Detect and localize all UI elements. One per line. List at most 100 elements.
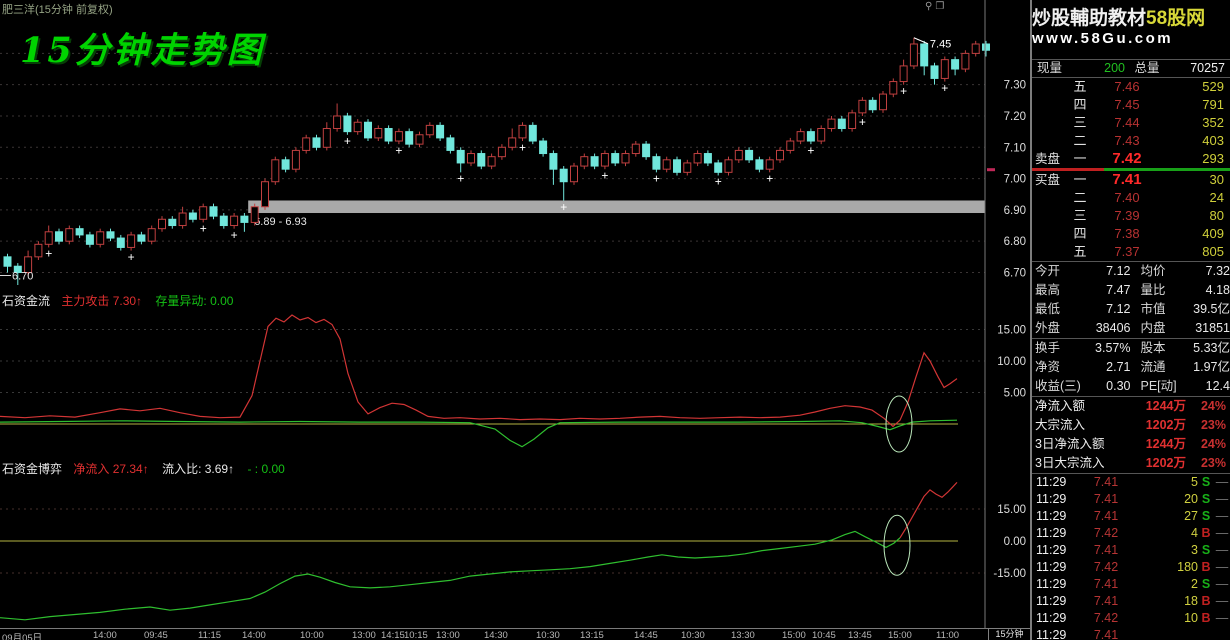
total-volume: 70257 (1190, 61, 1225, 75)
level-label: 一 (1073, 151, 1087, 166)
time-axis-label: 15:00 (888, 630, 912, 640)
signal-cross-marker: + (807, 143, 814, 157)
flow-row: 大宗流入 1202万 23% (1032, 416, 1230, 435)
tick-side: S (1201, 475, 1211, 489)
tick-dash-icon: — (1215, 475, 1229, 489)
time-axis-label: 13:00 (352, 630, 376, 640)
panel3-red-label: 净流入 27.34↑ (73, 462, 149, 476)
low-price-label: 6.70 (12, 270, 33, 282)
time-axis-label: 14:00 (242, 630, 266, 640)
tick-row[interactable]: 11:29 7.42 4 B — (1032, 525, 1230, 542)
tick-side: S (1201, 577, 1211, 591)
time-axis-label: 11:00 (936, 630, 960, 640)
ask-row[interactable]: 二 7.43 403 (1032, 132, 1230, 150)
time-axis-label: 11:15 (198, 630, 222, 640)
stat-label: 最低 (1035, 302, 1061, 316)
stat-label: 净资 (1035, 360, 1061, 374)
signal-cross-marker: + (128, 250, 135, 264)
stat-label: 收益(三) (1035, 379, 1081, 393)
tick-side: B (1201, 526, 1211, 540)
bid-row[interactable]: 四 7.38 409 (1032, 225, 1230, 243)
tick-volume: 5 (1191, 475, 1198, 489)
y-axis-label: 5.00 (1004, 388, 1026, 400)
tick-dash-icon: — (1215, 560, 1229, 574)
ask-row[interactable]: 三 7.44 352 (1032, 114, 1230, 132)
tick-volume: 10 (1184, 611, 1198, 625)
tick-row[interactable]: 11:29 7.41 20 S — (1032, 491, 1230, 508)
time-axis: 09月05日 14:00 09:45 11:15 14:00 10:00 13:00 14:1… (0, 628, 1030, 640)
zoom-icon[interactable]: ⚲ (925, 1, 936, 12)
level-volume: 529 (1202, 79, 1224, 94)
level-label: 二 (1073, 190, 1087, 205)
stat-value: 7.47 (1106, 283, 1131, 297)
tick-row[interactable]: 11:29 7.41 (1032, 627, 1230, 640)
tick-volume: 20 (1184, 492, 1198, 506)
fund-game-indicator-chart[interactable]: 15.00 0.00 -15.00 (0, 458, 1030, 628)
money-flow-block: 净流入额 1244万 24% 大宗流入 1202万 23% 3日净流入额 1244万 24% 3日… (1032, 397, 1230, 474)
signal-cross-marker: + (200, 222, 207, 236)
level-volume: 805 (1202, 244, 1224, 259)
tick-row[interactable]: 11:29 7.41 2 S — (1032, 576, 1230, 593)
signal-cross-marker: + (941, 81, 948, 95)
bid-row-side-label (1032, 189, 1069, 207)
tick-row[interactable]: 11:29 7.41 18 B — (1032, 593, 1230, 610)
tick-side: S (1201, 492, 1211, 506)
spread-red-bar (1032, 168, 1104, 171)
panel2-red-label: 主力攻击 7.30↑ (61, 294, 143, 308)
tick-time: 11:29 (1036, 509, 1067, 523)
tick-row[interactable]: 11:29 7.41 3 S — (1032, 542, 1230, 559)
tick-volume: 180 (1177, 560, 1198, 574)
flow-percent: 24% (1200, 399, 1226, 413)
time-axis-label: 10:30 (681, 630, 705, 640)
y-axis-label: 6.80 (1004, 236, 1026, 248)
stat-value: 1.97亿 (1193, 360, 1230, 374)
bid-row[interactable]: 三 7.39 80 (1032, 207, 1230, 225)
windows-icon[interactable]: ❐ (935, 1, 948, 12)
level-label: 一 (1073, 172, 1087, 187)
level-price: 7.41 (1112, 171, 1142, 188)
tick-side: B (1201, 611, 1211, 625)
tick-time: 11:29 (1036, 594, 1067, 608)
flow-percent: 23% (1200, 456, 1226, 470)
stat-value: 2.71 (1106, 360, 1131, 374)
tick-row[interactable]: 11:29 7.41 5 S — (1032, 474, 1230, 491)
tick-volume (1134, 627, 1198, 640)
level-price: 7.37 (1114, 244, 1140, 259)
tick-dash-icon: — (1215, 543, 1229, 557)
ask-row[interactable]: 四 7.45 791 (1032, 96, 1230, 114)
ask-row[interactable]: 五 7.46 529 (1032, 78, 1230, 96)
stat-label: 内盘 (1140, 321, 1166, 335)
level-volume: 80 (1209, 208, 1224, 223)
flow-row: 3日大宗流入 1202万 23% (1032, 454, 1230, 473)
tick-time: 11:29 (1036, 577, 1067, 591)
stats-row: 收益(三) 0.30 PE[动] 12.4 (1032, 377, 1230, 396)
tick-side (1198, 627, 1214, 640)
tick-time: 11:29 (1036, 526, 1067, 540)
flow-row: 3日净流入额 1244万 24% (1032, 435, 1230, 454)
y-axis-label: 7.30 (1004, 80, 1026, 92)
main-candlestick-chart[interactable]: 6.89 - 6.93 + + + + + + + + + + + + + + + + +7.45 6.70 7.30… (0, 0, 1030, 291)
bid-row[interactable]: 买盘一 7.41 30 (1032, 171, 1230, 189)
tick-row[interactable]: 11:29 7.42 180 B — (1032, 559, 1230, 576)
signal-cross-marker: + (395, 143, 402, 157)
tick-price: 7.41 (1093, 475, 1119, 489)
ask-row[interactable]: 卖盘一 7.42 293 (1032, 150, 1230, 168)
bid-row[interactable]: 二 7.40 24 (1032, 189, 1230, 207)
time-axis-label: 09:45 (144, 630, 168, 640)
stat-label: 外盘 (1035, 321, 1061, 335)
bid-row[interactable]: 五 7.37 805 (1032, 243, 1230, 261)
panel3-green-label: - : 0.00 (247, 462, 285, 476)
level-label: 四 (1073, 226, 1087, 241)
banner-line1: 炒股輔助教材58股网 (1032, 8, 1206, 29)
tick-row[interactable]: 11:29 7.42 10 B — (1032, 610, 1230, 627)
signal-cross-marker: + (601, 168, 608, 182)
stats-row: 最高 7.47 量比 4.18 (1032, 281, 1230, 300)
tick-list: 11:29 7.41 5 S —11:29 7.41 20 S —11:29 7.41 27 S —11… (1032, 474, 1230, 640)
fund-flow-indicator-chart[interactable]: 15.00 10.00 5.00 (0, 291, 1030, 458)
stat-value: 3.57% (1095, 341, 1131, 355)
tick-row[interactable]: 11:29 7.41 27 S — (1032, 508, 1230, 525)
signal-cross-marker: + (715, 175, 722, 189)
y-axis-label: 6.90 (1004, 205, 1026, 217)
period-selector[interactable]: 15分钟 (988, 628, 1031, 640)
level-volume: 24 (1209, 190, 1224, 205)
